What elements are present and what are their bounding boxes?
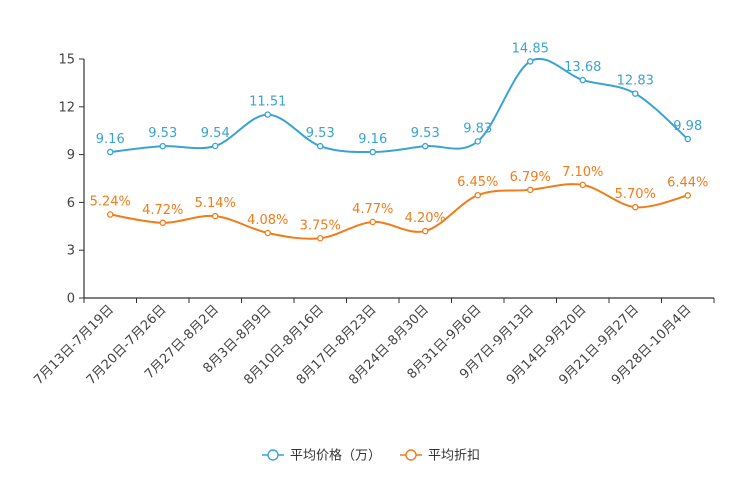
data-point[interactable] [107, 148, 114, 156]
data-point[interactable] [632, 90, 639, 97]
data-point[interactable] [527, 58, 534, 65]
legend-marker-icon [405, 449, 417, 461]
legend-item-1[interactable]: 平均价格（万） [262, 448, 381, 464]
data-label: 6.45% [457, 175, 498, 190]
data-label: 13.68 [564, 60, 601, 75]
data-point[interactable] [159, 142, 166, 150]
data-point[interactable] [107, 211, 114, 218]
data-label: 9.83 [463, 121, 492, 136]
series-layer: 9.16 9.53 9.54 11.51 9.53 9.16 9.53 9.83 14.85 13… [90, 41, 708, 242]
data-label: 6.79% [510, 170, 551, 185]
data-point[interactable] [474, 191, 481, 199]
legend-marker-icon [267, 449, 279, 461]
data-label: 4.72% [142, 203, 183, 218]
y-tick-label: 12 [58, 100, 75, 115]
data-label: 5.14% [195, 196, 236, 211]
data-point[interactable] [421, 227, 429, 235]
data-point[interactable] [369, 218, 376, 226]
legend-label: 平均价格（万） [290, 448, 381, 464]
data-point[interactable] [632, 203, 639, 211]
y-tick-label: 3 [67, 244, 75, 259]
y-tick-label: 6 [67, 196, 75, 211]
data-label: 5.70% [615, 187, 656, 202]
data-label: 7.10% [562, 165, 603, 180]
data-label: 4.20% [405, 211, 446, 226]
data-point[interactable] [579, 181, 587, 189]
data-label: 4.08% [247, 213, 288, 228]
data-point[interactable] [211, 142, 219, 150]
data-label: 14.85 [512, 41, 549, 56]
data-point[interactable] [684, 135, 692, 143]
series-2: 5.24% 4.72% 5.14% 4.08% 3.75% 4.77% 4.20% 6.45%… [90, 165, 708, 242]
data-label: 9.53 [306, 126, 335, 141]
legend-item-2[interactable]: 平均折扣 [400, 449, 480, 464]
legend[interactable]: 平均价格（万） 平均折扣 [262, 448, 480, 464]
data-label: 4.77% [352, 202, 393, 217]
y-tick-label: 9 [67, 148, 75, 163]
data-point[interactable] [316, 234, 324, 242]
data-label: 9.53 [148, 126, 177, 141]
data-label: 5.24% [90, 195, 131, 210]
data-label: 11.51 [249, 95, 286, 110]
data-point[interactable] [264, 111, 271, 118]
series-line [110, 183, 688, 240]
data-point[interactable] [421, 142, 429, 150]
data-point[interactable] [369, 148, 376, 156]
y-tick-label: 0 [67, 292, 75, 307]
data-point[interactable] [211, 212, 219, 220]
data-point[interactable] [264, 229, 271, 237]
data-label: 9.98 [673, 119, 702, 134]
data-label: 9.16 [358, 132, 387, 147]
data-point[interactable] [684, 192, 692, 199]
data-point[interactable] [579, 76, 587, 84]
data-point[interactable] [474, 138, 481, 145]
y-tick-label: 15 [58, 53, 75, 68]
data-point[interactable] [159, 219, 166, 227]
data-label: 12.83 [617, 74, 654, 89]
data-point[interactable] [527, 186, 534, 194]
data-point[interactable] [316, 142, 324, 150]
legend-label: 平均折扣 [428, 449, 480, 464]
data-label: 9.54 [201, 126, 230, 141]
data-label: 6.44% [667, 175, 708, 190]
data-label: 9.16 [96, 132, 125, 147]
series-1: 9.16 9.53 9.54 11.51 9.53 9.16 9.53 9.83 14.85 13… [96, 41, 702, 156]
data-label: 9.53 [411, 126, 440, 141]
data-label: 3.75% [300, 218, 341, 233]
